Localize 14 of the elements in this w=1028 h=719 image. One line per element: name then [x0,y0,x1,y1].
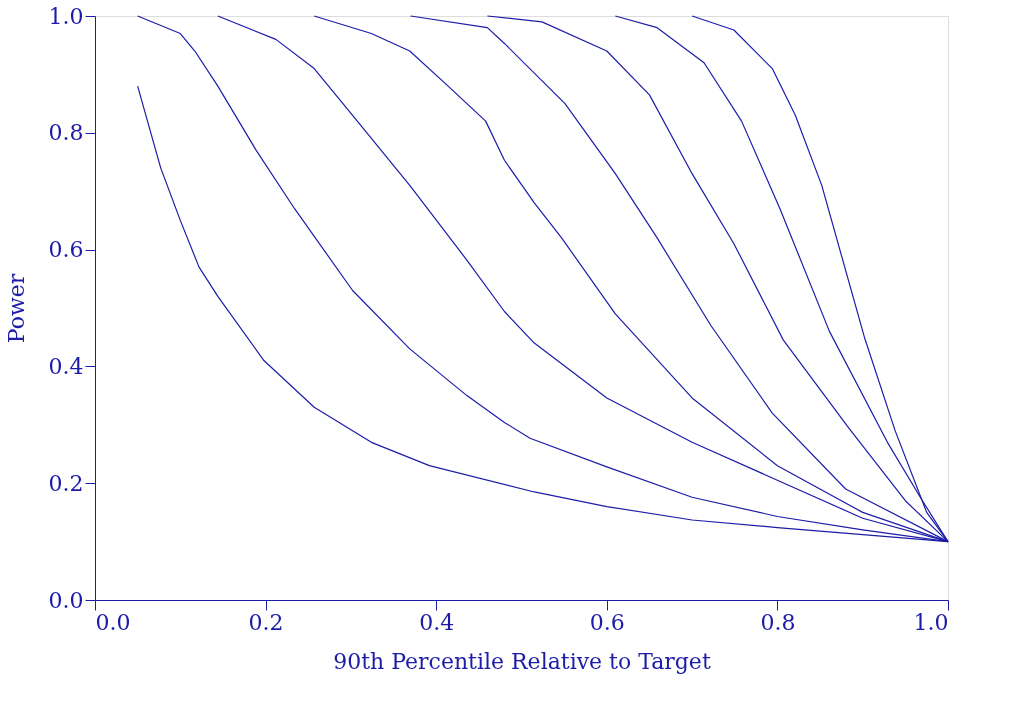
y-tick-label: 0.6 [48,237,84,263]
x-tick-label: 0.0 [95,609,131,635]
y-tick-label: 1.0 [48,3,84,29]
x-tick-label: 1.0 [913,609,949,635]
y-tick-label: 0.4 [48,353,84,379]
x-tick-label: 0.2 [248,609,284,635]
y-tick-label: 0.8 [48,120,84,146]
x-tick-label: 0.8 [760,609,796,635]
x-tick-label: 0.6 [589,609,625,635]
y-tick-label: 0.2 [48,470,84,496]
x-tick-label: 0.4 [419,609,455,635]
x-axis-title: 90th Percentile Relative to Target [333,648,711,674]
y-axis-title: Power [3,273,29,344]
y-tick-label: 0.0 [48,587,84,613]
